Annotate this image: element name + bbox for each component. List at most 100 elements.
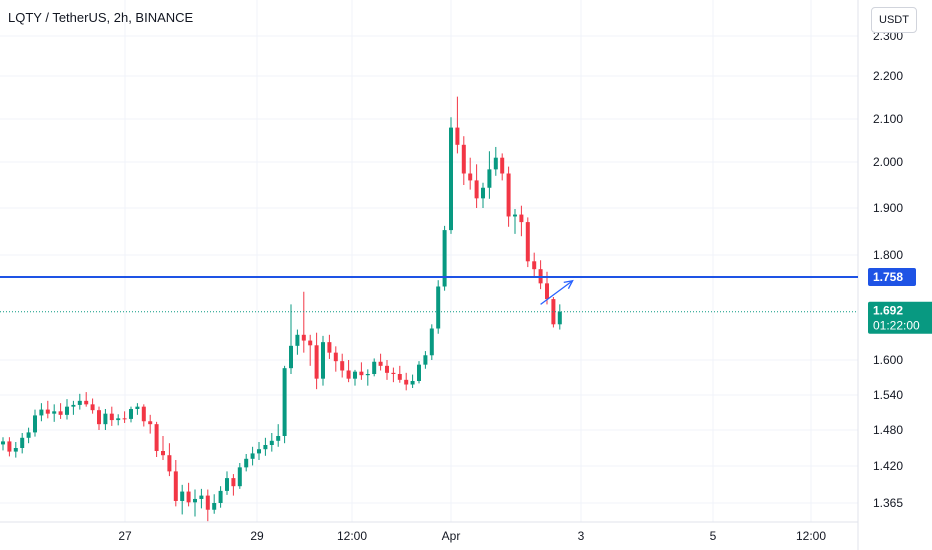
x-tick-label: 3 [578, 529, 585, 543]
y-tick-label: 2.200 [873, 69, 903, 83]
candle-body [103, 413, 108, 425]
candle-body [545, 283, 549, 300]
candle-body [154, 424, 159, 451]
candle-body [295, 334, 300, 346]
candle-body [52, 411, 57, 414]
candle-body [263, 445, 268, 450]
current-price-tag [868, 301, 932, 334]
y-tick-label: 1.600 [873, 353, 903, 367]
candle-body [84, 400, 89, 405]
candle-body [321, 342, 325, 379]
candle-body [557, 311, 562, 325]
projection-arrow-line [540, 280, 573, 305]
candle-body [225, 478, 229, 491]
candle-body [506, 173, 511, 217]
candle-body [218, 490, 223, 503]
y-tick-label: 1.900 [873, 201, 903, 215]
x-tick-label: 12:00 [796, 529, 826, 543]
current-price-label: 1.692 [873, 304, 903, 318]
candle-body [212, 503, 217, 510]
bar-countdown-label: 01:22:00 [873, 319, 920, 333]
candle-body [167, 455, 172, 472]
candle-body [417, 364, 421, 381]
y-tick-label: 2.100 [873, 112, 903, 126]
projection-arrow-head [563, 279, 574, 289]
y-tick-label: 2.000 [873, 155, 903, 169]
currency-button[interactable]: USDT [871, 7, 917, 33]
candle-body [193, 498, 197, 503]
candle-body [97, 410, 101, 425]
candle-body [39, 409, 44, 416]
candle-body [513, 214, 517, 217]
candle-body [449, 127, 453, 231]
candle-body [455, 127, 460, 145]
x-tick-label: 29 [250, 529, 264, 543]
candle-body [487, 169, 492, 188]
candle-body [276, 436, 281, 441]
candle-body [148, 421, 153, 425]
y-tick-label: 1.540 [873, 388, 903, 402]
candle-body [269, 440, 274, 445]
candle-body [13, 448, 18, 452]
candle-body [308, 340, 313, 346]
candle-body [116, 418, 121, 421]
x-tick-label: 12:00 [337, 529, 367, 543]
y-tick-label: 1.800 [873, 248, 903, 262]
candle-body [519, 214, 524, 223]
candle-body [481, 187, 485, 199]
candle-body [532, 261, 537, 270]
candle-body [404, 379, 409, 385]
candle-body [77, 400, 82, 405]
candle-body [180, 491, 185, 501]
candle-body [257, 449, 261, 454]
symbol-title: LQTY / TetherUS, 2h, BINANCE [8, 10, 194, 25]
candle-body [289, 345, 293, 369]
candle-body [186, 491, 191, 503]
candle-body [429, 328, 434, 356]
candle-body [461, 144, 466, 174]
candle-body [359, 371, 364, 376]
candle-body [474, 180, 479, 199]
candle-body [397, 374, 402, 380]
candle-body [385, 365, 389, 373]
candle-body [372, 361, 377, 374]
candle-body [333, 352, 338, 362]
candle-body [129, 409, 133, 419]
candle-body [141, 406, 146, 422]
candle-body [45, 409, 50, 414]
candle-body [525, 222, 530, 262]
candle-body [493, 157, 498, 170]
candle-body [314, 345, 319, 379]
x-tick-label: 27 [118, 529, 132, 543]
level-price-label: 1.758 [873, 270, 903, 284]
y-tick-label: 1.420 [873, 459, 903, 473]
candle-body [250, 453, 255, 459]
candle-body [346, 370, 351, 379]
candle-body [199, 495, 204, 499]
candle-body [26, 432, 31, 438]
candle-body [378, 361, 383, 366]
candle-body [340, 361, 345, 371]
candle-body [109, 413, 114, 421]
level-price-tag [868, 268, 916, 287]
candle-body [436, 286, 441, 329]
y-tick-label: 1.365 [873, 496, 903, 510]
candle-body [391, 372, 396, 374]
candle-body [122, 418, 127, 420]
candle-body [58, 411, 63, 415]
candle-body [205, 495, 210, 510]
candle-body [7, 441, 12, 452]
candle-body [1, 441, 5, 445]
candle-body [410, 381, 415, 385]
candle-body [327, 342, 332, 353]
candle-body [244, 458, 249, 468]
x-tick-label: 5 [710, 529, 717, 543]
candle-body [65, 406, 69, 415]
candle-body [353, 371, 357, 379]
candle-body [231, 478, 236, 487]
candle-body [33, 415, 37, 433]
candle-body [301, 334, 306, 341]
candle-body [500, 157, 505, 174]
candle-body [423, 355, 428, 365]
